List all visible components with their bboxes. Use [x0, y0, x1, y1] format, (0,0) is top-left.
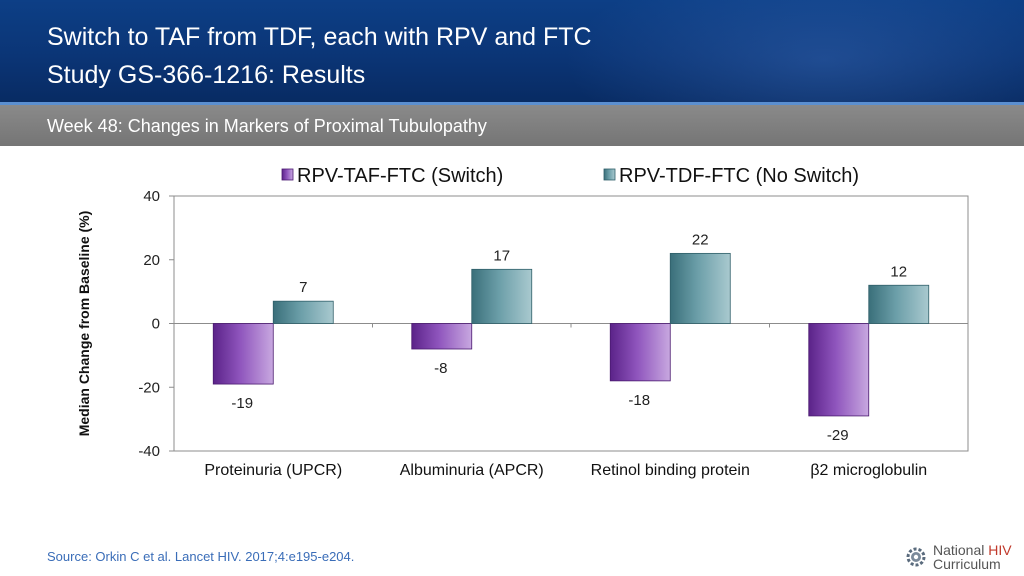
y-tick-label: -40	[138, 443, 160, 460]
header-glow	[564, 0, 1024, 102]
legend-swatch	[603, 168, 616, 181]
source-citation: Source: Orkin C et al. Lancet HIV. 2017;…	[47, 549, 355, 564]
y-axis-label: Median Change from Baseline (%)	[76, 211, 92, 437]
slide-subtitle: Study GS-366-1216: Results	[47, 61, 366, 89]
data-label: 22	[692, 231, 709, 248]
section-bar: Week 48: Changes in Markers of Proximal …	[0, 102, 1024, 146]
chart-legend: RPV-TAF-FTC (Switch) RPV-TDF-FTC (No Swit…	[281, 165, 859, 187]
logo-word-hiv: HIV	[988, 542, 1012, 558]
legend-label: RPV-TAF-FTC (Switch)	[297, 165, 503, 187]
bar-switch	[411, 323, 473, 350]
data-label: 12	[890, 263, 907, 280]
bar-no-switch	[272, 300, 334, 324]
x-category-label: Retinol binding protein	[591, 462, 750, 479]
chart-bars	[212, 252, 930, 417]
data-label: 17	[493, 247, 510, 264]
gear-icon	[906, 547, 926, 567]
data-label: -8	[434, 360, 447, 377]
bar-no-switch	[669, 252, 731, 324]
bar-no-switch	[471, 268, 533, 324]
x-category-label: Albuminuria (APCR)	[400, 462, 544, 479]
data-label: 7	[299, 279, 307, 296]
bar-chart: RPV-TAF-FTC (Switch) RPV-TDF-FTC (No Swit…	[76, 165, 969, 479]
x-category-label: Proteinuria (UPCR)	[204, 462, 342, 479]
y-tick-label: -20	[138, 379, 160, 396]
slide-title: Switch to TAF from TDF, each with RPV an…	[47, 23, 592, 51]
data-label: -18	[628, 392, 650, 409]
bar-switch	[609, 323, 671, 382]
bar-no-switch	[868, 284, 930, 324]
section-title: Week 48: Changes in Markers of Proximal …	[47, 116, 487, 136]
logo-text-curriculum: Curriculum	[933, 556, 1001, 572]
y-tick-label: 20	[143, 252, 160, 269]
x-category-label: β2 microglobulin	[810, 462, 927, 479]
national-hiv-curriculum-logo: National HIV Curriculum	[903, 540, 1018, 572]
slide-header: Switch to TAF from TDF, each with RPV an…	[0, 0, 1024, 102]
logo-text-national: National HIV	[933, 542, 1012, 558]
legend-swatch	[281, 168, 294, 181]
bar-switch	[808, 323, 870, 417]
legend-label: RPV-TDF-FTC (No Switch)	[619, 165, 859, 187]
y-tick-label: 0	[152, 316, 160, 333]
bar-switch	[212, 323, 274, 385]
chart-labels: Proteinuria (UPCR) -19 7 Albuminuria (APCR)…	[204, 231, 927, 479]
logo-word-national: National	[933, 542, 989, 558]
data-label: -19	[231, 395, 253, 412]
y-tick-label: 40	[143, 188, 160, 205]
data-label: -29	[827, 427, 849, 444]
